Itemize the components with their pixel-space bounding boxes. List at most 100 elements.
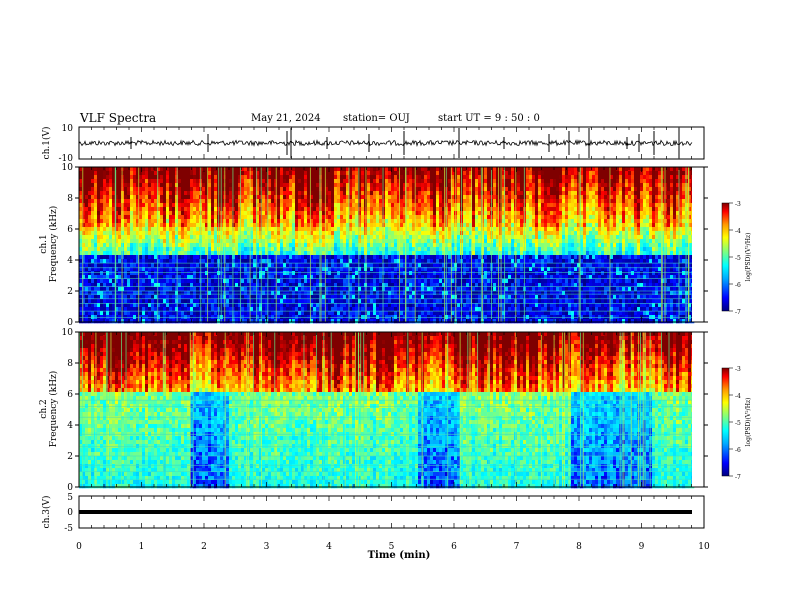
spectrogram-cell	[331, 187, 335, 192]
spectrogram-cell	[133, 255, 137, 260]
spectrogram-cell	[208, 175, 212, 180]
spectrogram-cell	[409, 303, 413, 308]
spectrogram-cell	[343, 211, 347, 216]
spectrogram-cell	[136, 187, 140, 192]
spectrogram-cell	[433, 275, 437, 280]
spectrogram-cell	[241, 179, 245, 184]
spectrogram-cell	[139, 199, 143, 204]
spectrogram-cell	[373, 235, 377, 240]
spectrogram-cell	[343, 303, 347, 308]
spectrogram-cell	[94, 219, 98, 224]
spectrogram-cell	[118, 299, 122, 304]
spectrogram-cell	[103, 207, 107, 212]
spectrogram-cell	[316, 251, 320, 256]
spectrogram-cell	[142, 239, 146, 244]
spectrogram-cell	[448, 207, 452, 212]
spectrogram-cell	[292, 171, 296, 176]
spectrogram-cell	[322, 187, 326, 192]
spectrogram-cell	[298, 211, 302, 216]
spectrogram-cell	[379, 203, 383, 208]
spectrogram-cell	[388, 223, 392, 228]
spectrogram-cell	[130, 195, 134, 200]
spectrogram-cell	[358, 247, 362, 252]
spectrogram-cell	[361, 311, 365, 316]
spectrogram-cell	[256, 259, 260, 264]
spectrogram-cell	[337, 223, 341, 228]
spectrogram-cell	[160, 319, 164, 324]
spectrogram-cell	[388, 203, 392, 208]
spectrogram-cell	[169, 319, 173, 324]
spectrogram-cell	[448, 267, 452, 272]
spectrogram-cell	[250, 219, 254, 224]
spectrogram-cell	[88, 195, 92, 200]
spectrogram-cell	[163, 255, 167, 260]
spectrogram-cell	[373, 299, 377, 304]
spectrogram-cell	[397, 179, 401, 184]
spectrogram-cell	[334, 283, 338, 288]
spectrogram-cell	[163, 239, 167, 244]
spectrogram-cell	[307, 175, 311, 180]
spectrogram-cell	[109, 271, 113, 276]
spectrogram-cell	[85, 167, 89, 172]
spectrogram-cell	[340, 219, 344, 224]
spectrogram-cell	[124, 287, 128, 292]
spectrogram-cell	[250, 279, 254, 284]
spectrogram-cell	[169, 223, 173, 228]
spectrogram-cell	[91, 195, 95, 200]
spectrogram-cell	[283, 195, 287, 200]
spectrogram-cell	[133, 275, 137, 280]
spectrogram-cell	[295, 243, 299, 248]
spectrogram-cell	[262, 167, 266, 172]
spectrogram-cell	[337, 259, 341, 264]
spectrogram-cell	[214, 211, 218, 216]
spectrogram-cell	[169, 203, 173, 208]
spectrogram-cell	[79, 231, 83, 236]
spectrogram-cell	[88, 219, 92, 224]
spectrogram-cell	[394, 183, 398, 188]
spectrogram-cell	[97, 179, 101, 184]
spectrogram-cell	[403, 267, 407, 272]
spectrogram-cell	[418, 319, 422, 324]
spectrogram-cell	[313, 299, 317, 304]
spectrogram-cell	[187, 255, 191, 260]
spectrogram-cell	[259, 235, 263, 240]
spectrogram-cell	[142, 295, 146, 300]
spectrogram-cell	[310, 187, 314, 192]
spectrogram-cell	[337, 283, 341, 288]
spectrogram-cell	[403, 167, 407, 172]
spectrogram-cell	[79, 259, 83, 264]
spectrogram-cell	[229, 215, 233, 220]
spectrogram-cell	[340, 211, 344, 216]
spectrogram-cell	[430, 263, 434, 268]
spectrogram-cell	[421, 215, 425, 220]
spectrogram-cell	[274, 187, 278, 192]
spectrogram-cell	[112, 215, 116, 220]
spectrogram-cell	[160, 203, 164, 208]
spectrogram-cell	[250, 183, 254, 188]
spectrogram-cell	[376, 223, 380, 228]
spectrogram-cell	[277, 227, 281, 232]
spectrogram-cell	[391, 263, 395, 268]
spectrogram-cell	[232, 267, 236, 272]
spectrogram-cell	[334, 207, 338, 212]
spectrogram-cell	[412, 319, 416, 324]
spectrogram-cell	[286, 219, 290, 224]
spectrogram-cell	[373, 187, 377, 192]
spectrogram-cell	[136, 235, 140, 240]
spectrogram-cell	[136, 243, 140, 248]
spectrogram-cell	[289, 295, 293, 300]
spectrogram-cell	[91, 199, 95, 204]
spectrogram-cell	[115, 255, 119, 260]
spectrogram-cell	[238, 203, 242, 208]
spectrogram-cell	[337, 247, 341, 252]
spectrogram-cell	[424, 259, 428, 264]
spectrogram-cell	[268, 251, 272, 256]
spectrogram-cell	[289, 303, 293, 308]
spectrogram-cell	[415, 303, 419, 308]
spectrogram-cell	[112, 271, 116, 276]
spectrogram-cell	[400, 279, 404, 284]
spectrogram-cell	[226, 287, 230, 292]
spectrogram-cell	[109, 307, 113, 312]
spectrogram-cell	[142, 179, 146, 184]
spectrogram-cell	[388, 231, 392, 236]
